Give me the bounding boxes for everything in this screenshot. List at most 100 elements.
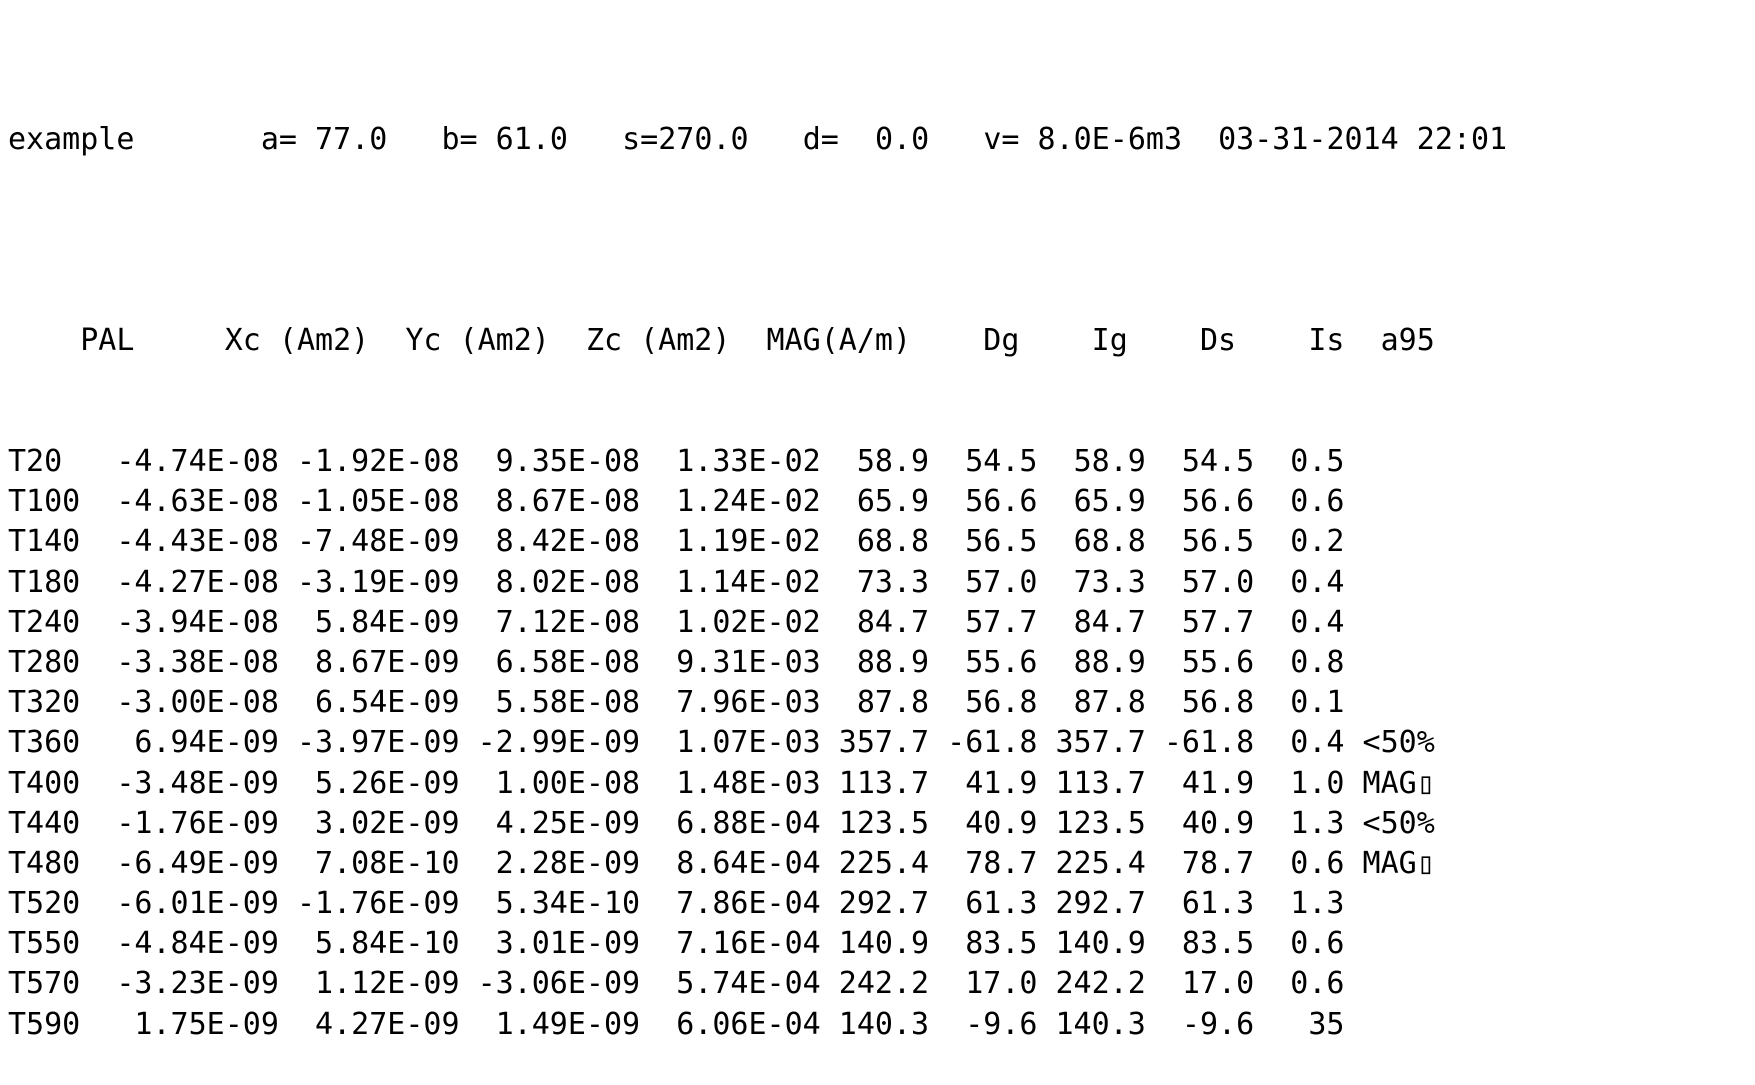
cell-pal: T550 [8,926,81,962]
cell-yc: -3.19E-09 [296,564,460,600]
column-header-a95: a95 [1380,323,1435,359]
table-row: T100 -4.63E-08 -1.05E-08 8.67E-08 1.24E-02 65… [8,482,1507,522]
cell-ig: 17.0 [965,966,1038,1002]
cell-yc: 7.08E-10 [315,845,460,881]
cell-zc: 7.12E-08 [495,604,641,640]
cell-a95: 0.4 [1290,564,1345,600]
cell-dg: 140.9 [838,926,930,962]
cell-zc: 8.02E-08 [495,564,641,600]
cell-zc: 6.58E-08 [495,644,641,680]
column-header-zc: Zc (Am2) [585,323,731,359]
cell-xc: -4.63E-08 [116,484,279,520]
cell-xc: 6.94E-09 [134,725,279,761]
cell-is: -61.8 [1163,725,1255,761]
cell-a95: 0.5 [1290,444,1345,479]
cell-zc: 1.00E-08 [495,765,641,801]
cell-ig: 57.7 [965,604,1038,640]
cell-is: 56.6 [1181,484,1255,520]
data-listing: example a= 77.0 b= 61.0 s=270.0 d= 0.0 v… [8,40,1507,1085]
cell-xc: -3.00E-08 [116,685,279,721]
cell-dg: 292.7 [838,886,930,922]
cell-mag: 7.86E-04 [676,886,821,922]
cell-yc: -1.76E-09 [296,886,460,922]
cell-dg: 225.4 [838,845,930,881]
data-rows: T20 -4.74E-08 -1.92E-08 9.35E-08 1.33E-02 58.… [8,442,1507,1045]
cell-is: 56.8 [1181,685,1255,721]
table-row: T360 6.94E-09 -3.97E-09 -2.99E-09 1.07E-03 35… [8,723,1507,763]
cell-dg: 65.9 [856,484,930,520]
cell-yc: 4.27E-09 [315,1006,460,1042]
cell-flag: MAG▯ [1362,765,1435,801]
cell-a95: 0.6 [1290,966,1345,1002]
cell-is: 57.7 [1181,604,1255,640]
table-row: T590 1.75E-09 4.27E-09 1.49E-09 6.06E-04 140.… [8,1005,1507,1045]
table-row: T20 -4.74E-08 -1.92E-08 9.35E-08 1.33E-02 58.… [8,442,1507,482]
cell-ds: 113.7 [1055,765,1146,801]
cell-flag: <50% [1362,805,1435,841]
cell-mag: 6.88E-04 [676,805,821,841]
cell-flag: <50% [1362,725,1435,761]
cell-is: 55.6 [1181,644,1255,680]
cell-xc: -3.23E-09 [116,966,279,1002]
cell-yc: 3.02E-09 [315,805,460,841]
cell-dg: 140.3 [838,1006,930,1042]
cell-is: 83.5 [1181,926,1255,962]
cell-is: 54.5 [1181,444,1255,479]
cell-xc: -4.74E-08 [116,444,279,479]
cell-xc: -3.38E-08 [116,644,279,680]
cell-mag: 1.33E-02 [676,444,821,479]
cell-xc: -3.48E-09 [116,765,279,801]
table-row: T280 -3.38E-08 8.67E-09 6.58E-08 9.31E-03 88.… [8,643,1507,683]
cell-yc: 5.84E-10 [315,926,460,962]
cell-dg: 84.7 [856,604,930,640]
cell-pal: T100 [8,484,81,520]
table-row: T550 -4.84E-09 5.84E-10 3.01E-09 7.16E-04 140… [8,924,1507,964]
cell-dg: 123.5 [838,805,930,841]
cell-yc: 6.54E-09 [315,685,460,721]
cell-dg: 73.3 [856,564,930,600]
cell-xc: -4.43E-08 [116,524,279,560]
cell-ig: 41.9 [965,765,1038,801]
cell-mag: 1.19E-02 [676,524,821,560]
cell-dg: 87.8 [856,685,930,721]
cell-ig: 57.0 [965,564,1038,600]
cell-pal: T520 [8,886,81,922]
cell-pal: T480 [8,845,81,881]
table-row: T440 -1.76E-09 3.02E-09 4.25E-09 6.88E-04 123… [8,804,1507,844]
cell-yc: -1.92E-08 [296,444,460,479]
cell-is: 40.9 [1181,805,1255,841]
cell-pal: T180 [8,564,81,600]
cell-is: -9.6 [1181,1006,1255,1042]
cell-ds: 87.8 [1073,685,1146,721]
cell-dg: 68.8 [856,524,930,560]
cell-ds: 292.7 [1055,886,1146,922]
cell-pal: T320 [8,685,81,721]
cell-mag: 1.24E-02 [676,484,821,520]
table-row: T520 -6.01E-09 -1.76E-09 5.34E-10 7.86E-04 29… [8,884,1507,924]
cell-zc: 1.49E-09 [495,1006,641,1042]
cell-ig: 54.5 [965,444,1038,479]
cell-mag: 7.96E-03 [676,685,821,721]
cell-dg: 357.7 [838,725,930,761]
cell-ds: 58.9 [1073,444,1146,479]
cell-yc: 1.12E-09 [315,966,460,1002]
cell-mag: 1.48E-03 [676,765,821,801]
cell-yc: 8.67E-09 [315,644,460,680]
cell-a95: 1.3 [1290,805,1345,841]
cell-ig: -9.6 [965,1006,1038,1042]
cell-yc: -3.97E-09 [296,725,460,761]
cell-pal: T360 [8,725,81,761]
cell-a95: 35 [1308,1006,1345,1042]
cell-dg: 58.9 [856,444,930,479]
cell-pal: T440 [8,805,81,841]
cell-zc: -2.99E-09 [477,725,641,761]
cell-ig: 55.6 [965,644,1038,680]
cell-yc: 5.84E-09 [315,604,460,640]
cell-ds: 123.5 [1055,805,1146,841]
cell-pal: T280 [8,644,81,680]
cell-pal: T570 [8,966,81,1002]
cell-zc: 8.42E-08 [495,524,641,560]
cell-a95: 1.0 [1290,765,1345,801]
cell-ds: 73.3 [1073,564,1146,600]
column-header-xc: Xc (Am2) [224,323,370,359]
